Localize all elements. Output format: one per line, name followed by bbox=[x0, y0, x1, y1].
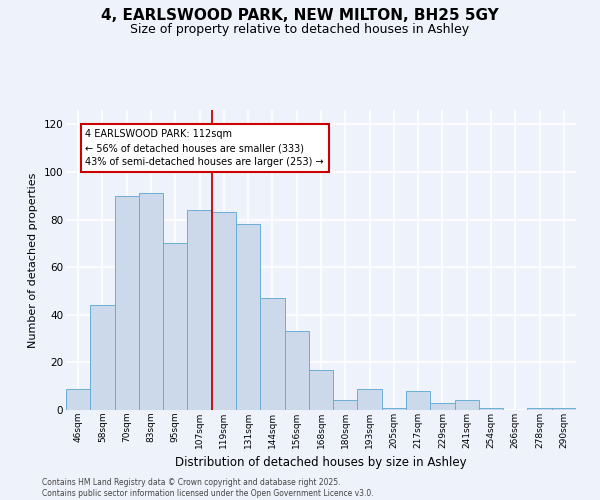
Text: Contains HM Land Registry data © Crown copyright and database right 2025.
Contai: Contains HM Land Registry data © Crown c… bbox=[42, 478, 374, 498]
Bar bbox=[358, 388, 382, 410]
Text: 4 EARLSWOOD PARK: 112sqm
← 56% of detached houses are smaller (333)
43% of semi-: 4 EARLSWOOD PARK: 112sqm ← 56% of detach… bbox=[85, 129, 324, 167]
Bar bbox=[479, 408, 503, 410]
Text: Size of property relative to detached houses in Ashley: Size of property relative to detached ho… bbox=[130, 22, 470, 36]
Bar bbox=[163, 244, 187, 410]
X-axis label: Distribution of detached houses by size in Ashley: Distribution of detached houses by size … bbox=[175, 456, 467, 469]
Bar bbox=[66, 388, 90, 410]
Bar bbox=[552, 408, 576, 410]
Bar bbox=[382, 408, 406, 410]
Y-axis label: Number of detached properties: Number of detached properties bbox=[28, 172, 38, 348]
Bar bbox=[212, 212, 236, 410]
Bar bbox=[284, 332, 309, 410]
Bar bbox=[90, 305, 115, 410]
Bar bbox=[236, 224, 260, 410]
Bar bbox=[187, 210, 212, 410]
Bar bbox=[527, 408, 552, 410]
Bar bbox=[406, 391, 430, 410]
Bar bbox=[139, 194, 163, 410]
Bar bbox=[115, 196, 139, 410]
Text: 4, EARLSWOOD PARK, NEW MILTON, BH25 5GY: 4, EARLSWOOD PARK, NEW MILTON, BH25 5GY bbox=[101, 8, 499, 22]
Bar bbox=[333, 400, 358, 410]
Bar bbox=[430, 403, 455, 410]
Bar bbox=[309, 370, 333, 410]
Bar bbox=[260, 298, 284, 410]
Bar bbox=[455, 400, 479, 410]
